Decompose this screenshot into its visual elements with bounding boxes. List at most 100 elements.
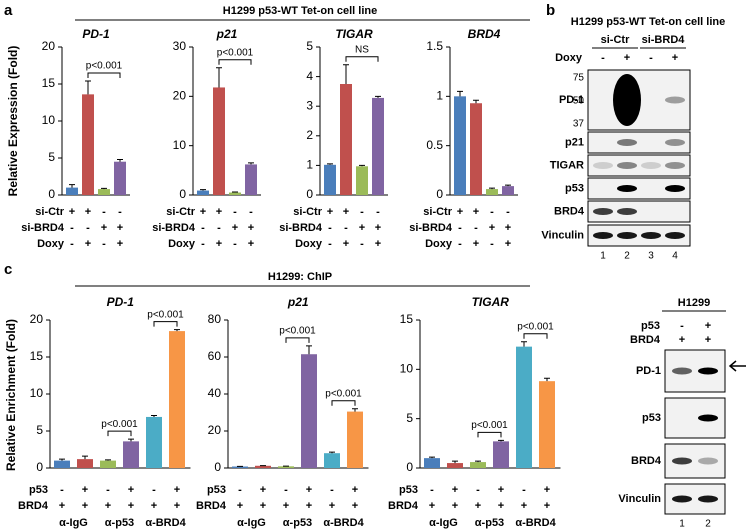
condition-sign: + [475, 500, 481, 512]
blot-band [698, 457, 718, 465]
blot-row-label: p21 [565, 136, 584, 148]
bar [169, 331, 185, 468]
blot-band [593, 232, 613, 239]
blot-band [665, 139, 685, 146]
size-marker: 75 [573, 73, 585, 84]
condition-label: BRD4 [630, 334, 661, 346]
error-bar [343, 64, 349, 84]
condition-sign: - [328, 238, 332, 250]
condition-label: Doxy [37, 238, 65, 250]
lane-number: 3 [648, 251, 654, 262]
condition-sign: + [489, 222, 495, 234]
size-marker: 50 [573, 96, 585, 107]
blot-band [617, 185, 637, 192]
bracket [523, 333, 548, 339]
annotation: p<0.001 [325, 388, 362, 399]
bar [301, 354, 317, 468]
error-bar [359, 164, 365, 167]
condition-sign: + [375, 238, 381, 250]
annotation: p<0.001 [147, 309, 184, 320]
condition-sign: + [216, 238, 222, 250]
condition-sign: + [452, 500, 458, 512]
chart-title: TIGAR [335, 27, 373, 41]
condition-sign: + [232, 222, 238, 234]
bar [278, 466, 294, 468]
condition-sign: - [70, 238, 74, 250]
bar [324, 453, 340, 468]
bar [232, 466, 248, 468]
blot-band [617, 232, 637, 239]
condition-label: si-Ctr [166, 206, 195, 218]
condition-sign: + [498, 500, 504, 512]
condition-label: Doxy [425, 238, 453, 250]
condition-sign: - [70, 222, 74, 234]
bar [255, 465, 271, 468]
y-tick-label: 20 [30, 312, 44, 326]
condition-sign: + [352, 500, 358, 512]
y-tick-label: 0 [306, 187, 313, 201]
y-tick-label: 10 [173, 138, 187, 152]
group-label: α-p53 [475, 517, 504, 529]
bar [98, 189, 110, 195]
blot-band [641, 232, 661, 239]
condition-sign: - [152, 484, 156, 496]
blot-band [665, 185, 685, 192]
condition-sign: - [102, 206, 106, 218]
condition-sign: + [327, 206, 333, 218]
bar [356, 166, 368, 195]
blot-title: H1299 [678, 297, 710, 309]
annotation: p<0.001 [217, 47, 254, 58]
condition-sign: - [328, 222, 332, 234]
y-tick-label: 0 [48, 187, 55, 201]
condition-sign: + [101, 222, 107, 234]
y-axis-label: Relative Enrichment (Fold) [4, 319, 18, 471]
bar [324, 164, 336, 195]
condition-sign: + [624, 52, 630, 64]
error-bar [429, 456, 435, 459]
blot-band [617, 162, 637, 169]
condition-sign: + [473, 238, 479, 250]
condition-sign: + [352, 484, 358, 496]
error-bar [117, 158, 123, 162]
error-bar [82, 455, 88, 460]
condition-sign: - [86, 222, 90, 234]
y-tick-label: 2 [306, 128, 313, 142]
condition-label: BRD4 [18, 500, 49, 512]
y-tick-label: 3 [306, 98, 313, 112]
blot-row-label: BRD4 [554, 205, 585, 217]
condition-sign: + [117, 238, 123, 250]
blot-band [672, 495, 692, 503]
condition-sign: - [233, 206, 237, 218]
condition-label: si-BRD4 [21, 222, 65, 234]
y-tick-label: 5 [48, 150, 55, 164]
chart-title: p21 [216, 27, 238, 41]
annotation: p<0.001 [471, 420, 508, 431]
y-tick-label: 60 [208, 349, 222, 363]
condition-sign: + [498, 484, 504, 496]
condition-sign: - [233, 238, 237, 250]
bar [197, 190, 209, 195]
panel-label: b [546, 2, 555, 19]
condition-sign: + [59, 500, 65, 512]
error-bar [498, 439, 504, 442]
condition-sign: + [248, 222, 254, 234]
condition-label: si-Ctr [35, 206, 64, 218]
chart-title: PD-1 [82, 27, 110, 41]
condition-sign: - [344, 222, 348, 234]
blot-row-label: Vinculin [541, 229, 584, 241]
bar [245, 164, 257, 195]
condition-label: si-Ctr [293, 206, 322, 218]
group-label: α-IgG [237, 517, 266, 529]
condition-sign: + [128, 484, 134, 496]
error-bar [101, 187, 107, 190]
error-bar [473, 99, 479, 104]
y-tick-label: 10 [30, 386, 44, 400]
condition-sign: - [249, 206, 253, 218]
condition-sign: - [201, 238, 205, 250]
error-bar [248, 162, 254, 165]
y-tick-label: 15 [42, 76, 56, 90]
condition-sign: - [102, 238, 106, 250]
condition-sign: + [375, 222, 381, 234]
panel-title: H1299 p53-WT Tet-on cell line [223, 5, 377, 17]
chart-title: TIGAR [472, 295, 510, 309]
